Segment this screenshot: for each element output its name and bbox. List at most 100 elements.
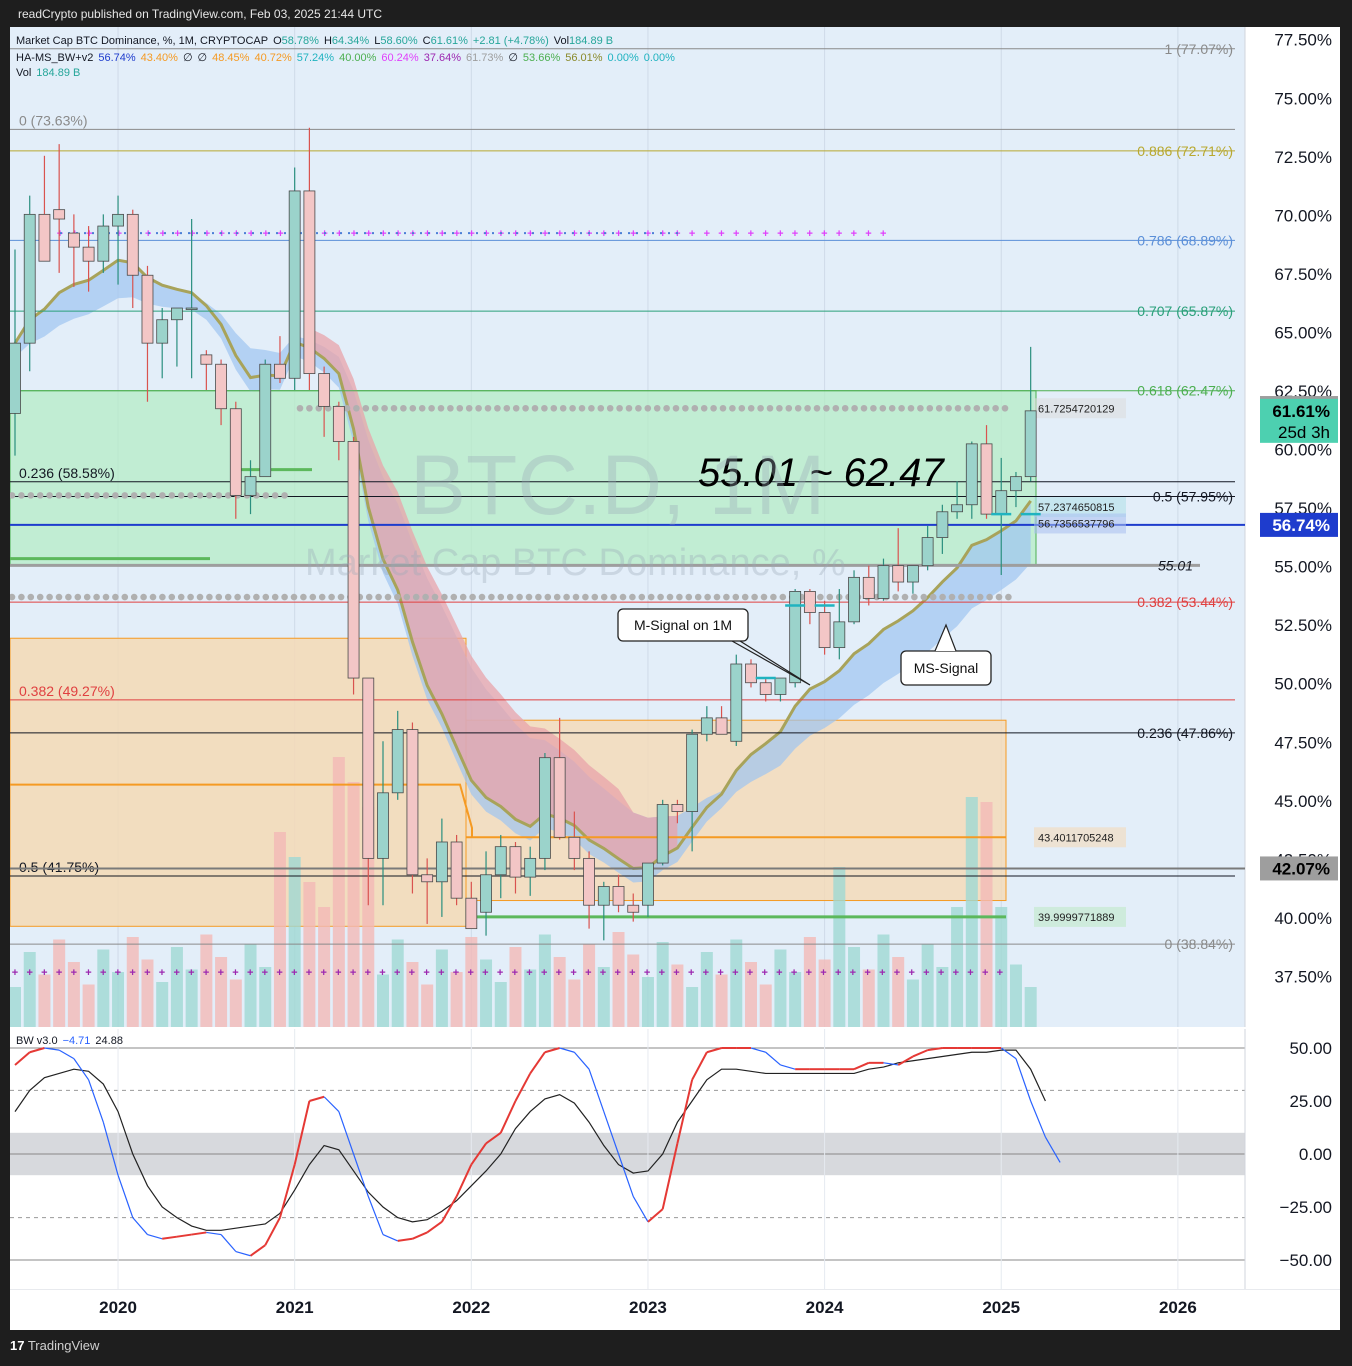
grey-dot: [832, 404, 840, 412]
grey-dot: [535, 593, 542, 601]
bw-fast-segment: [691, 1051, 708, 1081]
fib-label: 0.5 (57.95%): [1153, 489, 1233, 505]
magenta-plus: +: [645, 228, 651, 240]
legend-ohlc-item: Vol184.89 B: [553, 35, 614, 47]
bw-fast-segment: [441, 1195, 458, 1223]
volume-bar: [833, 867, 846, 1027]
grey-dot: [851, 404, 858, 412]
bw-value-2: 24.88: [95, 1035, 123, 1047]
legend-indicator-value: 48.45%: [212, 52, 250, 64]
bw-fast-segment: [455, 1164, 473, 1197]
grey-dot: [682, 404, 689, 412]
volume-bar: [906, 979, 919, 1027]
volume-bar: [23, 952, 36, 1027]
bw-fast-segment: [588, 1069, 605, 1112]
volume-bar: [568, 979, 581, 1027]
volume-bar: [112, 972, 125, 1027]
time-axis-svg[interactable]: 2020 2021 2022 2023 2024 2025 2026: [10, 1288, 1340, 1329]
bw-oscillator-svg[interactable]: 50.00 25.00 0.00 −25.00 −50.00: [10, 1029, 1340, 1289]
grey-dot: [74, 593, 82, 601]
y-tick-label: 60.00%: [1274, 441, 1332, 460]
main-pane[interactable]: 1 (77.07%) 0.886 (72.71%) 0.786 (68.89%) 0.…: [10, 27, 1340, 1027]
grey-dot: [243, 593, 251, 601]
candle-body: [745, 663, 757, 684]
candle-body: [715, 717, 728, 735]
grey-dot: [907, 404, 915, 412]
magenta-plus: +: [380, 228, 386, 240]
candle-body: [82, 246, 95, 262]
grey-dot: [892, 593, 899, 601]
purple-plus: +: [541, 967, 547, 979]
bw-y-tick-label: −25.00: [1280, 1198, 1332, 1217]
bw-fast-segment: [883, 1062, 899, 1066]
legend-indicator-value: 0.00%: [643, 52, 675, 64]
bw-fast-segment: [632, 1196, 649, 1223]
bw-fast-segment: [323, 1096, 340, 1113]
range-annotation: 55.01 ~ 62.47: [698, 451, 946, 495]
legend-indicator-value: 57.24%: [296, 52, 335, 64]
volume-bar: [759, 984, 772, 1027]
bw-fast-segment: [367, 1196, 384, 1235]
volume-bar: [156, 982, 169, 1027]
grey-dot: [945, 404, 952, 412]
bw-fast-segment: [544, 1047, 560, 1054]
bw-fast-segment: [29, 1047, 45, 1054]
volume-bar: [67, 962, 80, 1027]
purple-plus: +: [144, 967, 150, 979]
grey-dot: [121, 492, 129, 499]
candle-body: [229, 408, 242, 496]
m-signal-text: M-Signal on 1M: [634, 617, 732, 633]
grey-dot: [572, 593, 580, 601]
purple-plus: +: [864, 967, 870, 979]
purple-plus: +: [320, 967, 326, 979]
candle-body: [274, 363, 286, 379]
grey-dot: [685, 593, 693, 601]
magenta-plus: +: [733, 228, 739, 240]
magenta-plus: +: [748, 228, 754, 240]
candle-body: [524, 857, 537, 878]
grey-dot: [911, 593, 918, 601]
grey-dot: [18, 593, 25, 601]
candle-body: [818, 612, 831, 649]
grey-dot: [700, 404, 708, 412]
bw-oscillator-pane[interactable]: 50.00 25.00 0.00 −25.00 −50.00 BW v3.0 −4.71 2…: [10, 1029, 1340, 1289]
volume-bar: [53, 939, 66, 1027]
grey-dot: [215, 593, 223, 601]
grey-dot: [823, 404, 830, 412]
bw-fast-segment: [485, 1131, 502, 1145]
grey-dot: [619, 593, 627, 601]
grey-dot: [83, 593, 91, 601]
legend-vol-label: Vol: [16, 67, 32, 79]
grey-dot: [704, 593, 711, 601]
candle-body: [936, 511, 949, 538]
grey-dot: [723, 593, 730, 601]
purple-plus: +: [291, 967, 297, 979]
callout-43-40-box: [1034, 827, 1126, 848]
bw-fast-segment: [278, 1164, 296, 1218]
x-tick-label: 2025: [982, 1298, 1020, 1317]
magenta-plus: +: [351, 228, 357, 240]
candle-body: [509, 846, 522, 878]
grey-dot: [130, 593, 138, 601]
purple-plus: +: [953, 967, 959, 979]
candle-body: [686, 733, 699, 812]
time-axis[interactable]: 2020 2021 2022 2023 2024 2025 2026: [10, 1288, 1340, 1329]
legend-ohlc: O58.78% H64.34% L58.60% C61.61% +2.81 (+4.78…: [273, 35, 618, 47]
main-chart-svg[interactable]: 1 (77.07%) 0.886 (72.71%) 0.786 (68.89%) 0.…: [10, 27, 1340, 1027]
fib-label: 0 (38.84%): [1165, 936, 1233, 952]
grey-dot: [177, 593, 185, 601]
candle-body: [156, 319, 169, 344]
bw-fast-segment: [117, 1175, 134, 1218]
magenta-plus: +: [483, 228, 489, 240]
bw-fast-segment: [309, 1095, 325, 1102]
grey-dot: [917, 404, 924, 412]
candle-body: [774, 677, 787, 695]
grey-dot: [121, 593, 129, 601]
grey-dot: [224, 593, 232, 601]
grey-dot: [888, 404, 896, 412]
volume-bar: [951, 907, 964, 1027]
grey-dot: [318, 593, 326, 601]
candle-body: [553, 757, 566, 838]
candle-body: [877, 565, 890, 599]
candle-body: [980, 443, 993, 515]
